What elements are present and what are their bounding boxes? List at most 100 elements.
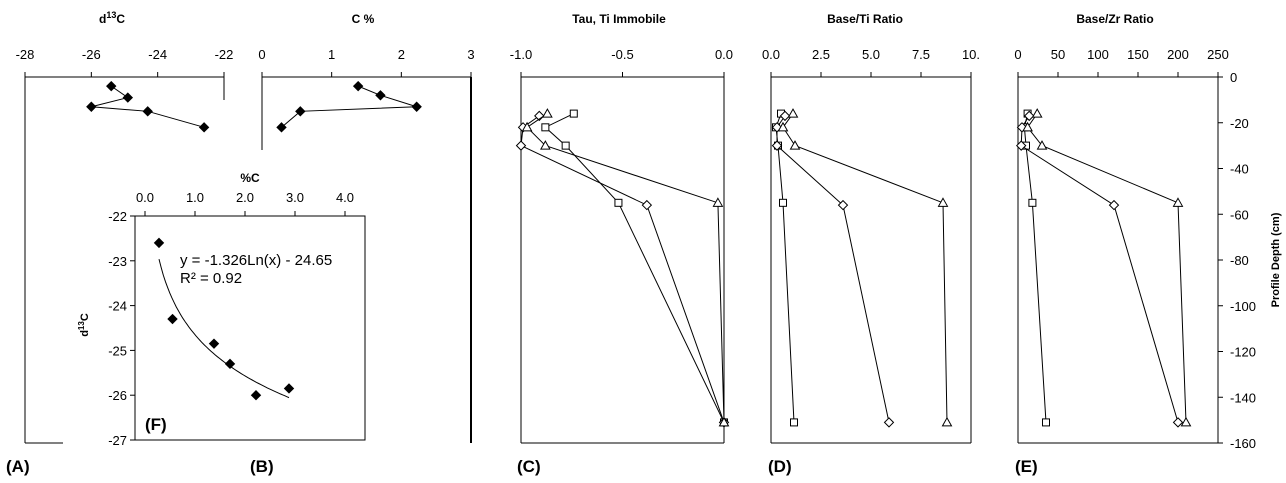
data-point: [561, 141, 570, 150]
inset-y-label-post: C: [79, 313, 91, 321]
data-point: [142, 106, 153, 117]
data-point: [1180, 416, 1192, 427]
y-tick-label: -27: [108, 433, 127, 448]
y-tick-label: -20: [1230, 116, 1249, 131]
x-tick-label: 2.0: [236, 190, 254, 205]
inset-background: [115, 183, 377, 445]
series-line: [281, 85, 417, 128]
x-tick-label: 1: [328, 47, 335, 62]
panel-a-title: d13C: [99, 10, 125, 26]
x-tick-label: -24: [148, 47, 167, 62]
y-tick-label: -26: [108, 388, 127, 403]
data-point: [777, 121, 789, 132]
x-tick-label: 50: [1051, 47, 1065, 62]
data-point: [1015, 140, 1027, 151]
y-tick-label: -22: [108, 209, 127, 224]
panel-a: d13C -28 -26 -24 -22 (A): [6, 10, 233, 476]
panel-label: (D): [768, 457, 792, 476]
data-point: [352, 80, 364, 92]
y-tick-label: -100: [1230, 299, 1256, 314]
data-point: [1028, 198, 1037, 207]
panel-b-title: C %: [352, 12, 375, 26]
data-point: [641, 199, 653, 211]
x-tick-label: 0: [258, 47, 265, 62]
data-point: [224, 358, 236, 370]
x-tick-label: -0.5: [611, 47, 633, 62]
y-tick-label: -120: [1230, 345, 1256, 360]
series-line: [775, 113, 795, 423]
x-tick-label: 2: [398, 47, 405, 62]
data-point: [1031, 108, 1043, 118]
x-tick-label: 3: [467, 47, 474, 62]
data-point: [86, 101, 97, 112]
data-point: [1172, 417, 1184, 428]
y-tick-label: -140: [1230, 390, 1256, 405]
panel-label: (E): [1015, 457, 1038, 476]
x-tick-label: 0: [1014, 47, 1021, 62]
y-tick-label: -24: [108, 299, 127, 314]
data-point: [153, 237, 165, 249]
data-point: [521, 121, 533, 132]
panel-c: Tau, Ti Immobile -1.0 -0.5 0.0 (C): [510, 12, 733, 476]
x-tick-label: 0.0: [136, 190, 154, 205]
data-point: [375, 90, 386, 101]
y-axis-label: Profile Depth (cm): [1270, 212, 1282, 307]
data-point: [208, 338, 220, 349]
data-point: [106, 80, 117, 92]
panel-e-title: Base/Zr Ratio: [1076, 12, 1153, 26]
data-point: [790, 418, 798, 427]
x-tick-label: 0.0: [715, 47, 733, 62]
data-point: [250, 389, 262, 401]
y-tick-label: -60: [1230, 207, 1249, 222]
y-tick-label: -160: [1230, 436, 1256, 451]
data-point: [569, 109, 578, 118]
panel-label: (C): [517, 457, 541, 476]
x-tick-label: 7.5: [912, 47, 930, 62]
series-line: [520, 115, 725, 423]
data-point: [1172, 197, 1184, 207]
data-point: [883, 417, 895, 428]
data-point: [411, 101, 422, 112]
x-tick-label: 150: [1127, 47, 1149, 62]
fit-curve: [158, 258, 290, 399]
data-point: [789, 140, 801, 150]
fit-r2: R² = 0.92: [180, 270, 242, 287]
data-point: [779, 198, 787, 207]
depth-axis: 0 -20 -40 -60 -80 -100 -120 -140 -160 Profile Dep…: [1218, 70, 1282, 451]
panel-label: (A): [6, 457, 30, 476]
data-point: [1108, 199, 1120, 211]
data-point: [779, 110, 791, 122]
data-point: [295, 106, 306, 117]
y-tick-label: 0: [1230, 70, 1237, 85]
x-tick-label: 2.5: [812, 47, 830, 62]
series-line: [782, 113, 948, 423]
panel-d-title: Base/Ti Ratio: [827, 12, 903, 26]
data-point: [1042, 418, 1050, 427]
data-point: [276, 122, 287, 133]
y-tick-label: -80: [1230, 253, 1249, 268]
x-tick-label: 3.0: [286, 190, 304, 205]
data-point: [167, 313, 178, 325]
data-point: [283, 383, 295, 394]
x-tick-label: -28: [16, 47, 35, 62]
data-point: [941, 416, 953, 427]
x-tick-label: -1.0: [510, 47, 532, 62]
panel-e: Base/Zr Ratio 0 50 100 150 200 250 (E): [1014, 12, 1228, 476]
inset-title: %C: [240, 171, 260, 185]
data-point: [1022, 121, 1033, 132]
series-line: [776, 115, 890, 423]
data-point: [712, 197, 724, 207]
x-tick-label: 4.0: [336, 190, 354, 205]
x-tick-label: 1.0: [186, 190, 204, 205]
data-point: [1023, 110, 1035, 122]
panel-label: (B): [250, 457, 274, 476]
y-tick-label: -23: [108, 254, 127, 269]
fit-equation: y = -1.326Ln(x) - 24.65: [180, 252, 332, 269]
y-tick-label: -40: [1230, 162, 1249, 177]
data-point: [718, 416, 730, 427]
series-line: [526, 113, 725, 423]
x-tick-label: -22: [215, 47, 234, 62]
data-point: [540, 140, 551, 150]
x-tick-label: -26: [82, 47, 101, 62]
